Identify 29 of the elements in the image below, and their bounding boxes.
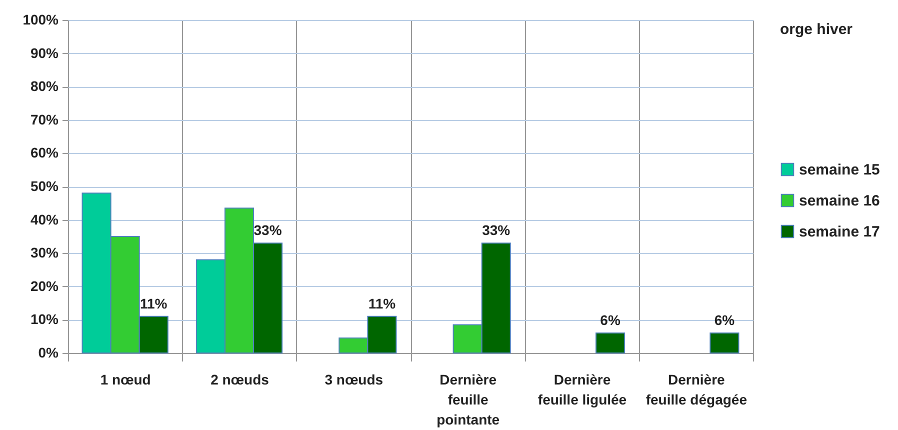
x-tick-label: Dernière feuille pointante [436,372,500,428]
bar [596,332,626,354]
x-tick-label: 2 nœuds [210,372,270,388]
data-label: 33% [482,222,511,238]
data-label: 6% [600,312,621,328]
y-tick-label: 10% [30,311,60,328]
y-tick-label: 70% [30,111,60,128]
y-tick-label: 40% [30,211,60,228]
x-tick-label: Dernière feuille dégagée [646,372,748,408]
data-label: 11% [140,295,168,312]
data-label: 33% [254,222,282,238]
legend-label: semaine 15 [799,162,880,178]
legend-label: semaine 17 [799,224,880,240]
x-tick-label: 3 nœuds [324,372,384,388]
x-tick-label: Dernière feuille ligulée [538,372,627,408]
legend-label: semaine 16 [799,192,880,210]
y-tick-label: 50% [30,178,60,194]
y-tick-label: 100% [22,12,60,28]
y-tick-label: 30% [30,244,60,261]
y-tick-label: 20% [30,278,60,294]
y-tick-label: 90% [30,44,60,61]
y-tick-label: 80% [30,78,60,94]
y-tick-label: 60% [30,144,60,161]
legend-title: orge hiver [780,21,853,38]
data-label: 6% [714,312,736,328]
bar [710,332,740,354]
y-tick-label: 0% [38,344,60,360]
x-tick-label: 1 nœud [100,372,151,388]
data-label: 11% [368,295,396,312]
